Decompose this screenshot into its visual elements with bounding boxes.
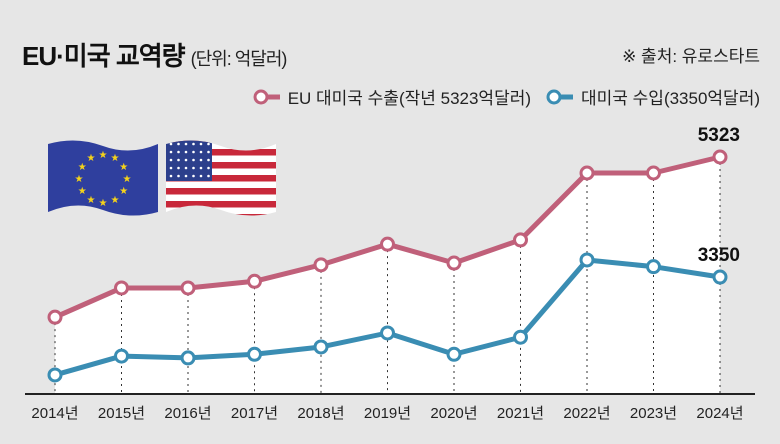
legend-marker-icon <box>253 89 280 104</box>
data-point <box>47 309 63 325</box>
data-point <box>646 165 661 181</box>
x-tick-label: 2017년 <box>231 405 278 422</box>
x-tick-label: 2023년 <box>630 405 677 422</box>
source-note: ※ 출처: 유로스타트 <box>622 47 760 66</box>
data-point <box>114 348 129 364</box>
x-tick-label: 2018년 <box>297 405 344 422</box>
data-point <box>313 257 329 273</box>
data-point <box>712 149 728 165</box>
unit-label: (단위: 억달러) <box>190 49 288 69</box>
legend-item-exports: EU 대미국 수출(작년 5323억달러) <box>252 84 531 109</box>
x-tick-label: 2014년 <box>31 405 78 422</box>
data-point <box>313 339 329 355</box>
x-tick-label: 2019년 <box>364 405 411 422</box>
end-value-label: 3350 <box>698 245 740 266</box>
data-point <box>513 329 528 345</box>
x-tick-label: 2022년 <box>563 405 610 422</box>
data-point <box>513 232 528 248</box>
legend: EU 대미국 수출(작년 5323억달러) 대미국 수입(3350억달러) <box>252 84 760 109</box>
end-value-label: 5323 <box>698 125 740 146</box>
legend-label: 대미국 수입(3350억달러) <box>581 89 760 108</box>
x-tick-label: 2021년 <box>497 405 544 422</box>
data-point <box>380 236 395 252</box>
data-point <box>712 269 728 285</box>
data-point <box>380 325 395 341</box>
data-point <box>579 165 595 181</box>
data-point <box>114 280 129 296</box>
data-point <box>446 346 462 362</box>
legend-item-imports: 대미국 수입(3350억달러) <box>545 84 760 109</box>
legend-marker-icon <box>546 89 574 104</box>
x-tick-label: 2016년 <box>164 405 211 422</box>
data-point <box>180 350 196 366</box>
data-point <box>247 273 262 289</box>
chart-title: EU·미국 교역량 (단위: 억달러) <box>22 36 288 73</box>
data-point <box>646 259 661 275</box>
legend-label: EU 대미국 수출(작년 5323억달러) <box>287 89 532 108</box>
data-point <box>47 367 63 383</box>
x-tick-label: 2024년 <box>696 405 743 422</box>
data-point <box>180 280 196 296</box>
title-text: EU·미국 교역량 <box>22 41 186 71</box>
x-tick-label: 2015년 <box>98 405 145 422</box>
data-point <box>446 255 462 271</box>
x-tick-label: 2020년 <box>430 405 477 422</box>
data-point <box>579 252 595 268</box>
data-point <box>247 346 262 362</box>
